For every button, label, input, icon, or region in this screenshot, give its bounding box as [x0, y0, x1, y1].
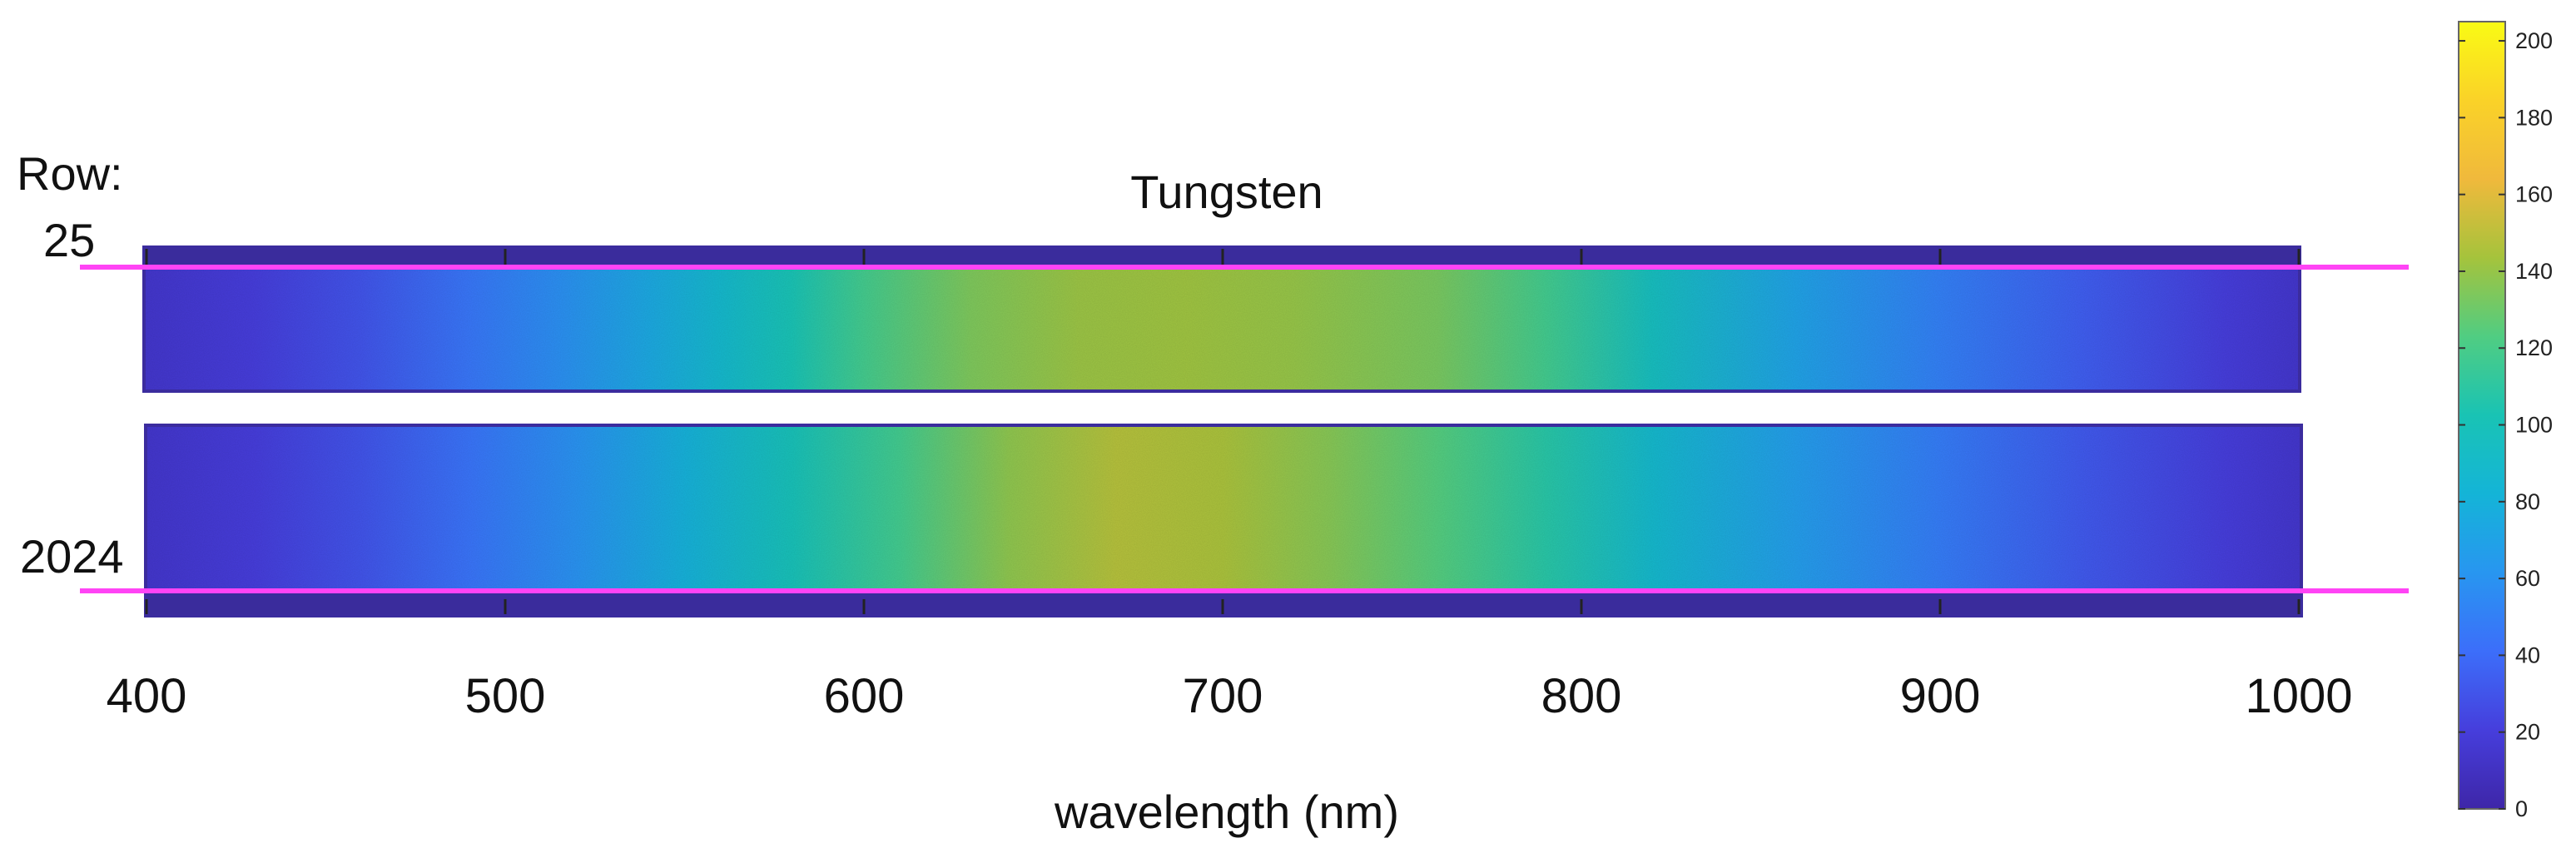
- colorbar-tick-label-20: 20: [2515, 720, 2540, 745]
- x-tick-label-900: 900: [1900, 669, 1981, 723]
- x-tick-label-400: 400: [107, 669, 187, 723]
- row-label-heading: Row:: [17, 147, 123, 200]
- colorbar-tick-label-80: 80: [2515, 489, 2540, 514]
- colorbar: 0 20 40 60 80 100 120 140 160 180 200: [2458, 21, 2553, 821]
- x-tick-label-700: 700: [1183, 669, 1263, 723]
- lower-panel-ticks: [145, 599, 2301, 614]
- x-tick-label-600: 600: [824, 669, 905, 723]
- x-tick-label-500: 500: [465, 669, 546, 723]
- x-tick-label-1000: 1000: [2245, 669, 2352, 723]
- colorbar-tick-label-60: 60: [2515, 566, 2540, 591]
- upper-panel-noise: [146, 249, 2298, 389]
- chart-title: Tungsten: [1130, 166, 1323, 218]
- colorbar-tick-label-120: 120: [2515, 335, 2553, 360]
- lower-spectrum-panel: [144, 424, 2303, 617]
- lower-panel-noise: [147, 427, 2300, 614]
- row-marker-label-2024: 2024: [20, 530, 124, 583]
- x-axis-tick-labels: 400 500 600 700 800 900 1000: [107, 669, 2353, 723]
- colorbar-tick-label-100: 100: [2515, 413, 2553, 438]
- colorbar-tick-label-40: 40: [2515, 642, 2540, 667]
- colorbar-tick-label-180: 180: [2515, 105, 2553, 130]
- colorbar-tick-label-160: 160: [2515, 182, 2553, 207]
- upper-spectrum-panel: [142, 245, 2301, 393]
- upper-panel-ticks: [145, 249, 2301, 265]
- colorbar-gradient: [2458, 21, 2506, 810]
- colorbar-tick-label-140: 140: [2515, 259, 2553, 284]
- x-axis-label: wavelength (nm): [1054, 786, 1399, 838]
- colorbar-ticks: 0 20 40 60 80 100 120 140 160 180 200: [2459, 28, 2553, 821]
- x-tick-label-800: 800: [1541, 669, 1622, 723]
- colorbar-tick-label-200: 200: [2515, 28, 2553, 53]
- row-marker-label-25: 25: [43, 214, 95, 266]
- colorbar-tick-label-0: 0: [2515, 796, 2528, 821]
